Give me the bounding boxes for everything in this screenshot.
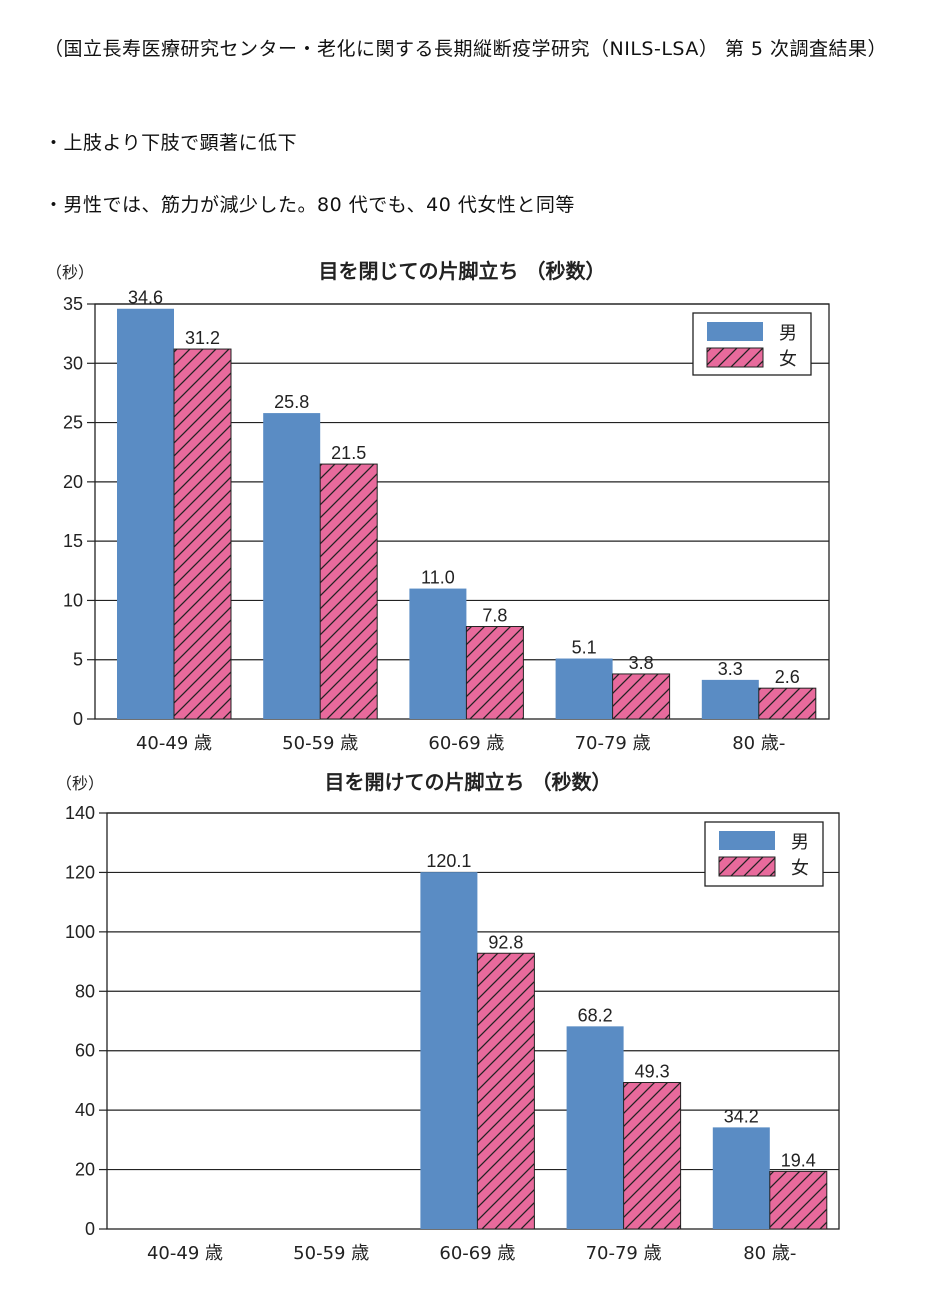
x-category-label: 40-49 歳: [136, 733, 212, 754]
y-tick-label: 100: [65, 922, 95, 942]
y-tick-label: 0: [73, 709, 83, 729]
source-note: （国立長寿医療研究センター・老化に関する長期縦断疫学研究（NILS-LSA） 第…: [44, 38, 888, 60]
x-category-label: 80 歳-: [732, 733, 785, 754]
y-tick-label: 20: [63, 472, 83, 492]
chart-title: 目を開けての片脚立ち （秒数）: [325, 770, 612, 794]
male-value-label: 34.2: [724, 1106, 759, 1126]
male-value-label: 25.8: [274, 392, 309, 412]
y-tick-label: 20: [75, 1160, 95, 1180]
male-value-label: 11.0: [421, 568, 455, 588]
legend: 男女: [704, 821, 824, 887]
female-bar: [758, 687, 817, 720]
male-bar: [117, 308, 174, 719]
female-bar: [612, 673, 671, 720]
x-category-label: 50-59 歳: [293, 1243, 369, 1264]
female-value-label: 49.3: [635, 1062, 670, 1082]
bullet-male-strength: ・男性では、筋力が減少した。80 代でも、40 代女性と同等: [44, 194, 575, 216]
female-value-label: 7.8: [482, 606, 507, 626]
y-tick-label: 10: [63, 590, 83, 610]
female-value-label: 19.4: [781, 1150, 816, 1170]
male-value-label: 5.1: [572, 638, 597, 658]
female-value-label: 2.6: [775, 667, 800, 687]
male-value-label: 3.3: [718, 659, 743, 679]
y-tick-label: 0: [85, 1219, 95, 1239]
female-bar: [476, 952, 535, 1230]
male-bar: [263, 413, 321, 719]
female-bar: [465, 626, 524, 720]
male-bar: [712, 1127, 770, 1229]
female-value-label: 31.2: [185, 328, 220, 348]
female-value-label: 3.8: [629, 653, 654, 673]
y-tick-label: 80: [75, 981, 95, 1001]
y-tick-label: 30: [63, 353, 83, 373]
female-bar: [173, 348, 232, 720]
y-tick-label: 15: [63, 531, 83, 551]
female-value-label: 92.8: [488, 932, 523, 952]
legend-male-label: 男: [779, 323, 797, 344]
y-tick-label: 35: [63, 294, 83, 314]
y-tick-label: 25: [63, 413, 83, 433]
legend-female-swatch: [718, 856, 776, 877]
male-bar: [701, 679, 759, 719]
legend: 男女: [692, 312, 812, 376]
y-axis-unit: （秒）: [46, 263, 94, 282]
female-bar: [623, 1082, 682, 1230]
y-tick-label: 5: [73, 650, 83, 670]
x-category-label: 70-79 歳: [575, 733, 651, 754]
legend-male-swatch: [707, 322, 763, 341]
bullet-lower-limb: ・上肢より下肢で顕著に低下: [44, 132, 298, 154]
legend-male-swatch: [719, 831, 775, 850]
female-bar: [769, 1170, 828, 1230]
male-value-label: 120.1: [426, 851, 471, 871]
y-tick-label: 140: [65, 803, 95, 823]
male-value-label: 68.2: [578, 1005, 613, 1025]
legend-male-label: 男: [791, 832, 809, 853]
y-axis-unit: （秒）: [56, 774, 104, 793]
x-category-label: 60-69 歳: [439, 1243, 515, 1264]
x-category-label: 40-49 歳: [147, 1243, 223, 1264]
y-tick-label: 120: [65, 862, 95, 882]
chart-title: 目を閉じての片脚立ち （秒数）: [319, 259, 606, 283]
legend-female-label: 女: [779, 349, 797, 370]
male-bar: [409, 588, 467, 719]
y-tick-label: 40: [75, 1100, 95, 1120]
x-category-label: 70-79 歳: [586, 1243, 662, 1264]
x-category-label: 50-59 歳: [282, 733, 358, 754]
female-bar: [319, 463, 378, 720]
female-value-label: 21.5: [331, 443, 366, 463]
x-category-label: 60-69 歳: [428, 733, 504, 754]
male-bar: [420, 872, 478, 1229]
male-bar: [555, 658, 613, 719]
legend-female-label: 女: [791, 858, 809, 879]
y-tick-label: 60: [75, 1041, 95, 1061]
male-bar: [566, 1026, 624, 1229]
male-value-label: 34.6: [128, 288, 163, 308]
legend-female-swatch: [706, 347, 764, 368]
eyes-open-chart: 目を開けての片脚立ち （秒数） （秒） 0 20 40 60 80 100 120 140 120.…: [56, 770, 840, 1264]
x-category-label: 80 歳-: [743, 1243, 796, 1264]
eyes-closed-chart: 目を閉じての片脚立ち （秒数） （秒） 0 5 10 15 20 25 30 35 34.6 25.8…: [46, 259, 830, 754]
